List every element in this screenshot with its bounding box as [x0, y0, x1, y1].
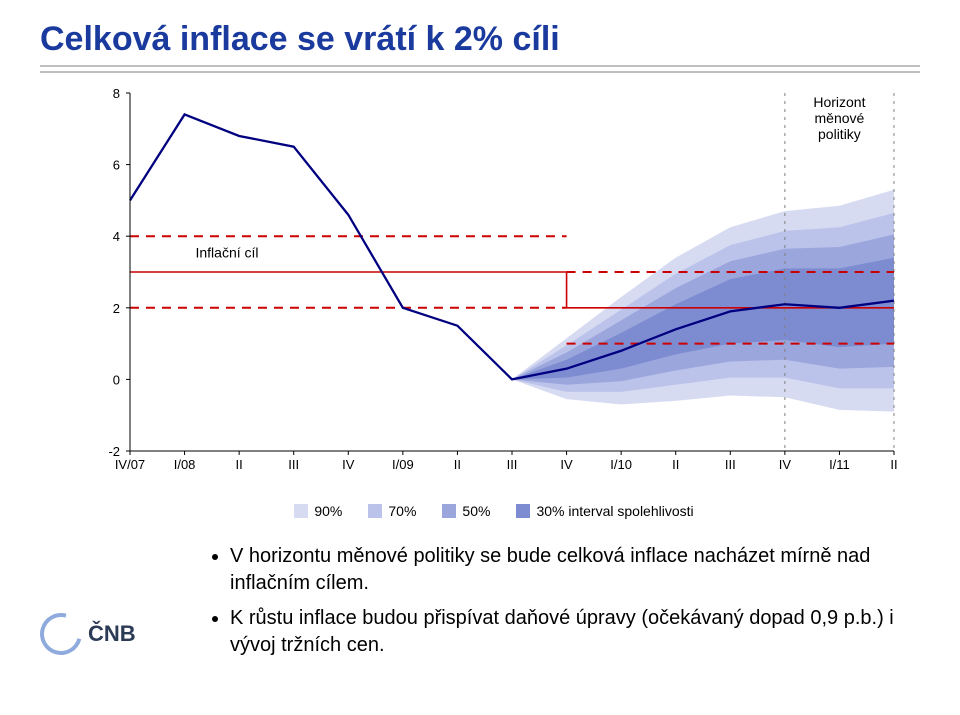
- svg-text:III: III: [725, 457, 736, 472]
- bullet-item: V horizontu měnové politiky se bude celk…: [230, 543, 920, 597]
- bullet-list: V horizontu měnové politiky se bude celk…: [190, 543, 920, 659]
- svg-text:měnové: měnové: [815, 110, 865, 126]
- legend-label: 70%: [388, 503, 416, 519]
- inflation-fan-chart: HorizontměnovépolitikyInflační cíl-20246…: [84, 81, 904, 531]
- svg-text:II: II: [890, 457, 897, 472]
- svg-text:III: III: [507, 457, 518, 472]
- svg-text:2: 2: [113, 301, 120, 316]
- svg-text:IV: IV: [342, 457, 355, 472]
- chart-legend: 90% 70% 50% 30% interval spolehlivosti: [84, 503, 904, 519]
- svg-text:II: II: [236, 457, 243, 472]
- legend-label: 50%: [462, 503, 490, 519]
- svg-text:I/09: I/09: [392, 457, 414, 472]
- svg-text:IV/07: IV/07: [115, 457, 145, 472]
- legend-label: 30% interval spolehlivosti: [536, 503, 693, 519]
- legend-item: 30% interval spolehlivosti: [516, 503, 693, 519]
- svg-text:Horizont: Horizont: [813, 94, 865, 110]
- legend-item: 90%: [294, 503, 342, 519]
- chart-svg: HorizontměnovépolitikyInflační cíl-20246…: [84, 81, 904, 501]
- cnb-logo: ČNB: [40, 613, 136, 655]
- svg-text:I/10: I/10: [610, 457, 632, 472]
- bullet-item: K růstu inflace budou přispívat daňové ú…: [230, 605, 920, 659]
- legend-swatch: [294, 504, 308, 518]
- svg-text:III: III: [288, 457, 299, 472]
- svg-text:I/11: I/11: [829, 457, 850, 472]
- svg-text:I/08: I/08: [174, 457, 196, 472]
- svg-text:8: 8: [113, 86, 120, 101]
- legend-label: 90%: [314, 503, 342, 519]
- legend-swatch: [368, 504, 382, 518]
- legend-swatch: [442, 504, 456, 518]
- svg-text:IV: IV: [779, 457, 792, 472]
- svg-text:II: II: [454, 457, 461, 472]
- page-title: Celková inflace se vrátí k 2% cíli: [40, 20, 920, 59]
- svg-text:IV: IV: [560, 457, 573, 472]
- cnb-logo-text: ČNB: [88, 621, 136, 647]
- title-underline: [40, 61, 920, 75]
- svg-text:II: II: [672, 457, 679, 472]
- cnb-logo-arc: [32, 605, 89, 662]
- svg-text:Inflační cíl: Inflační cíl: [195, 245, 258, 261]
- legend-swatch: [516, 504, 530, 518]
- svg-text:0: 0: [113, 372, 120, 387]
- svg-text:4: 4: [113, 229, 120, 244]
- svg-text:6: 6: [113, 158, 120, 173]
- svg-text:politiky: politiky: [818, 126, 861, 142]
- legend-item: 70%: [368, 503, 416, 519]
- legend-item: 50%: [442, 503, 490, 519]
